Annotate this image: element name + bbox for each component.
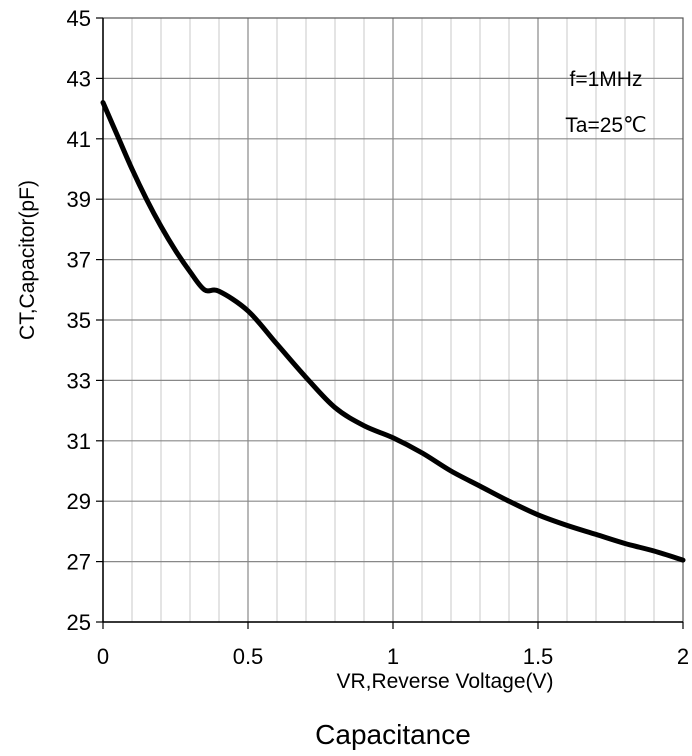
annotation-temperature: Ta=25℃ [565, 114, 646, 137]
x-axis-title: VR,Reverse Voltage(V) [336, 670, 553, 693]
x-tick-label: 2 [677, 644, 689, 669]
y-tick-label: 41 [67, 127, 91, 152]
x-tick-label: 0 [97, 644, 109, 669]
y-tick-label: 43 [67, 66, 91, 91]
chart-caption: Capacitance [315, 719, 471, 750]
grid [103, 18, 683, 622]
x-tick-labels: 0 0.5 1 1.5 2 [97, 622, 689, 669]
annotation-frequency: f=1MHz [570, 68, 643, 91]
y-tick-label: 45 [67, 6, 91, 31]
y-tick-label: 37 [67, 248, 91, 273]
x-tick-label: 1.5 [523, 644, 554, 669]
x-tick-label: 0.5 [233, 644, 264, 669]
y-tick-label: 25 [67, 610, 91, 635]
x-tick-label: 1 [387, 644, 399, 669]
y-tick-label: 35 [67, 308, 91, 333]
y-tick-label: 33 [67, 368, 91, 393]
y-tick-label: 39 [67, 187, 91, 212]
y-tick-label: 27 [67, 550, 91, 575]
y-axis-title: CT,Capacitor(pF) [16, 180, 39, 340]
y-tick-label: 31 [67, 429, 91, 454]
y-tick-labels: 25 27 29 31 33 35 37 39 41 43 45 [67, 6, 103, 635]
capacitance-curve [100, 100, 686, 563]
y-tick-label: 29 [67, 489, 91, 514]
series-group [100, 100, 686, 563]
